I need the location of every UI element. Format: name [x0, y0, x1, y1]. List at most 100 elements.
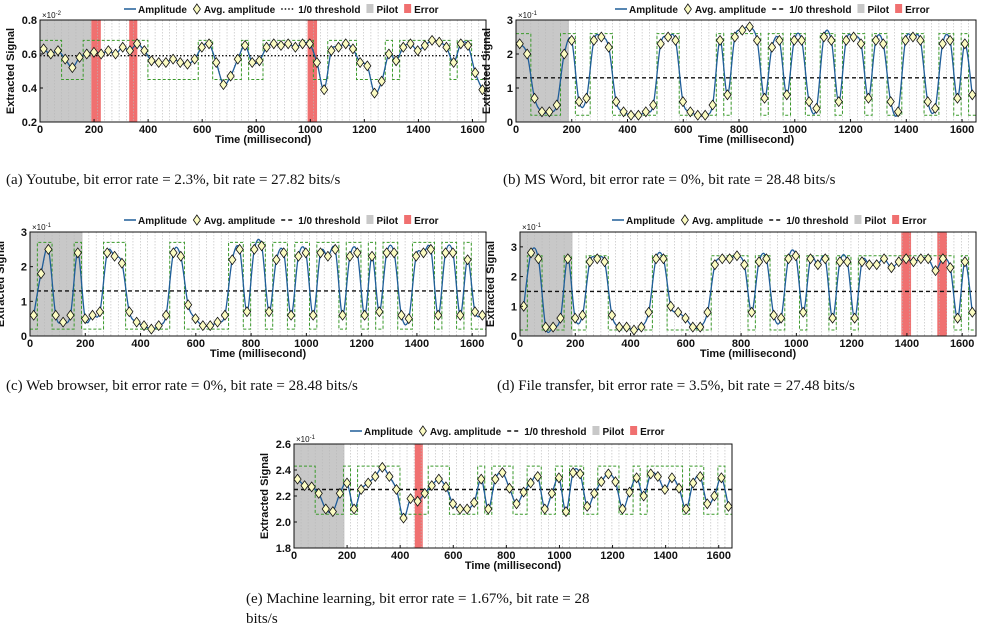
avg-amplitude-point	[946, 262, 955, 274]
avg-amplitude-point	[61, 53, 70, 65]
avg-amplitude-point	[36, 268, 46, 280]
avg-amplitude-point	[519, 300, 528, 312]
legend-amplitude-label: Amplitude	[138, 5, 187, 16]
plot-frame	[519, 231, 977, 337]
y-axis-label: Extracted Signal	[481, 28, 493, 114]
avg-amplitude-point	[548, 321, 558, 333]
avg-amplitude-point	[615, 321, 624, 333]
avg-amplitude-point	[589, 34, 599, 46]
avg-amplitude-point	[375, 306, 384, 318]
avg-amplitude-point	[183, 58, 192, 70]
avg-amplitude-point	[653, 470, 662, 483]
avg-amplitude-point	[552, 99, 561, 111]
avg-amplitude-point	[140, 45, 149, 57]
avg-amplitude-point	[276, 39, 286, 52]
x-tick-label: 0	[513, 124, 519, 136]
avg-amplitude-point	[827, 34, 836, 46]
legend-avg-amplitude-swatch	[192, 214, 201, 226]
avg-amplitude-point	[154, 320, 163, 332]
legend-threshold-label: 1/0 threshold	[298, 216, 360, 227]
y-tick-label: 2.6	[276, 439, 291, 451]
legend: Amplitude Avg. amplitude 1/0 threshold Pilo…	[350, 425, 665, 438]
avg-amplitude-point	[455, 503, 465, 515]
avg-amplitude-point	[66, 309, 75, 321]
avg-amplitude-point	[250, 243, 259, 255]
legend: Amplitude Avg. amplitude 1/0 threshold Pilo…	[612, 214, 927, 227]
x-tick-label: 600	[674, 124, 692, 136]
avg-amplitude-point	[327, 45, 336, 57]
avg-amplitude-point	[88, 309, 97, 321]
avg-amplitude-point	[75, 51, 84, 63]
bit-waveform	[40, 39, 486, 80]
legend-threshold-label: 1/0 threshold	[298, 5, 360, 16]
x-tick-label: 1000	[784, 338, 808, 350]
legend-avg-amplitude-swatch	[680, 214, 689, 226]
avg-amplitude-point	[865, 259, 874, 271]
avg-amplitude-point	[413, 45, 422, 57]
avg-amplitude-point	[240, 39, 250, 52]
y-axis-label: Extracted Signal	[485, 241, 497, 327]
avg-amplitude-point	[725, 253, 734, 265]
avg-amplitude-point	[255, 55, 264, 67]
y-tick-label: 2.2	[276, 491, 291, 503]
avg-amplitude-point	[147, 55, 156, 67]
avg-amplitude-point	[226, 70, 235, 82]
avg-amplitude-point	[696, 470, 705, 483]
plot-frame	[39, 19, 487, 123]
avg-amplitude-point	[427, 34, 437, 46]
avg-amplitude-point	[556, 312, 565, 324]
avg-amplitude-point	[651, 253, 661, 265]
avg-amplitude-point	[760, 92, 769, 104]
avg-amplitude-point	[568, 467, 578, 479]
avg-amplitude-point	[871, 34, 880, 46]
y-tick-label: 1.8	[276, 543, 291, 555]
avg-amplitude-point	[29, 309, 38, 321]
avg-amplitude-point	[782, 89, 791, 101]
x-tick-label: 200	[85, 124, 103, 136]
caption-e: (e) Machine learning, bit error rate = 1…	[246, 591, 590, 607]
avg-amplitude-point	[686, 106, 695, 118]
avg-amplitude-point	[718, 253, 727, 265]
avg-amplitude-point	[879, 253, 889, 265]
avg-amplitude-point	[938, 253, 948, 265]
legend-avg-amplitude-swatch	[192, 3, 201, 15]
avg-amplitude-point	[335, 487, 345, 499]
avg-amplitude-point	[960, 256, 970, 268]
avg-amplitude-point	[478, 309, 487, 321]
legend-pilot-swatch	[854, 215, 862, 224]
avg-amplitude-point	[176, 250, 185, 262]
avg-amplitude-point	[169, 247, 178, 259]
avg-amplitude-point	[717, 472, 726, 484]
avg-amplitude-point	[378, 461, 387, 473]
avg-amplitude-point	[212, 56, 221, 69]
x-tick-label: 800	[732, 338, 750, 350]
avg-amplitude-point	[618, 503, 627, 515]
avg-amplitude-point	[103, 247, 112, 259]
avg-amplitude-point	[646, 468, 655, 480]
avg-amplitude-point	[413, 495, 422, 507]
avg-amplitude-point	[477, 473, 486, 485]
avg-amplitude-point	[523, 48, 532, 60]
avg-amplitude-point	[931, 102, 940, 114]
x-tick-label: 1400	[405, 338, 429, 350]
avg-amplitude-point	[491, 473, 500, 485]
y-tick-label: 2	[511, 272, 517, 284]
avg-amplitude-point	[666, 300, 675, 312]
avg-amplitude-point	[590, 487, 599, 499]
y-axis-multiplier: ×10-1	[32, 223, 52, 232]
x-tick-label: 0	[27, 338, 33, 350]
avg-amplitude-point	[740, 259, 749, 271]
avg-amplitude-point	[776, 312, 786, 324]
error-region	[307, 20, 318, 122]
avg-amplitude-point	[370, 87, 379, 99]
avg-amplitude-point	[456, 309, 465, 321]
avg-amplitude-point	[484, 503, 493, 515]
y-axis-multiplier: ×10-1	[296, 435, 316, 444]
x-tick-label: 1000	[294, 338, 318, 350]
avg-amplitude-point	[916, 253, 925, 265]
legend-error-label: Error	[640, 427, 665, 438]
x-axis-label: Time (millisecond)	[698, 134, 795, 146]
avg-amplitude-point	[58, 316, 68, 328]
x-tick-label: 600	[193, 124, 211, 136]
avg-amplitude-point	[300, 480, 309, 492]
